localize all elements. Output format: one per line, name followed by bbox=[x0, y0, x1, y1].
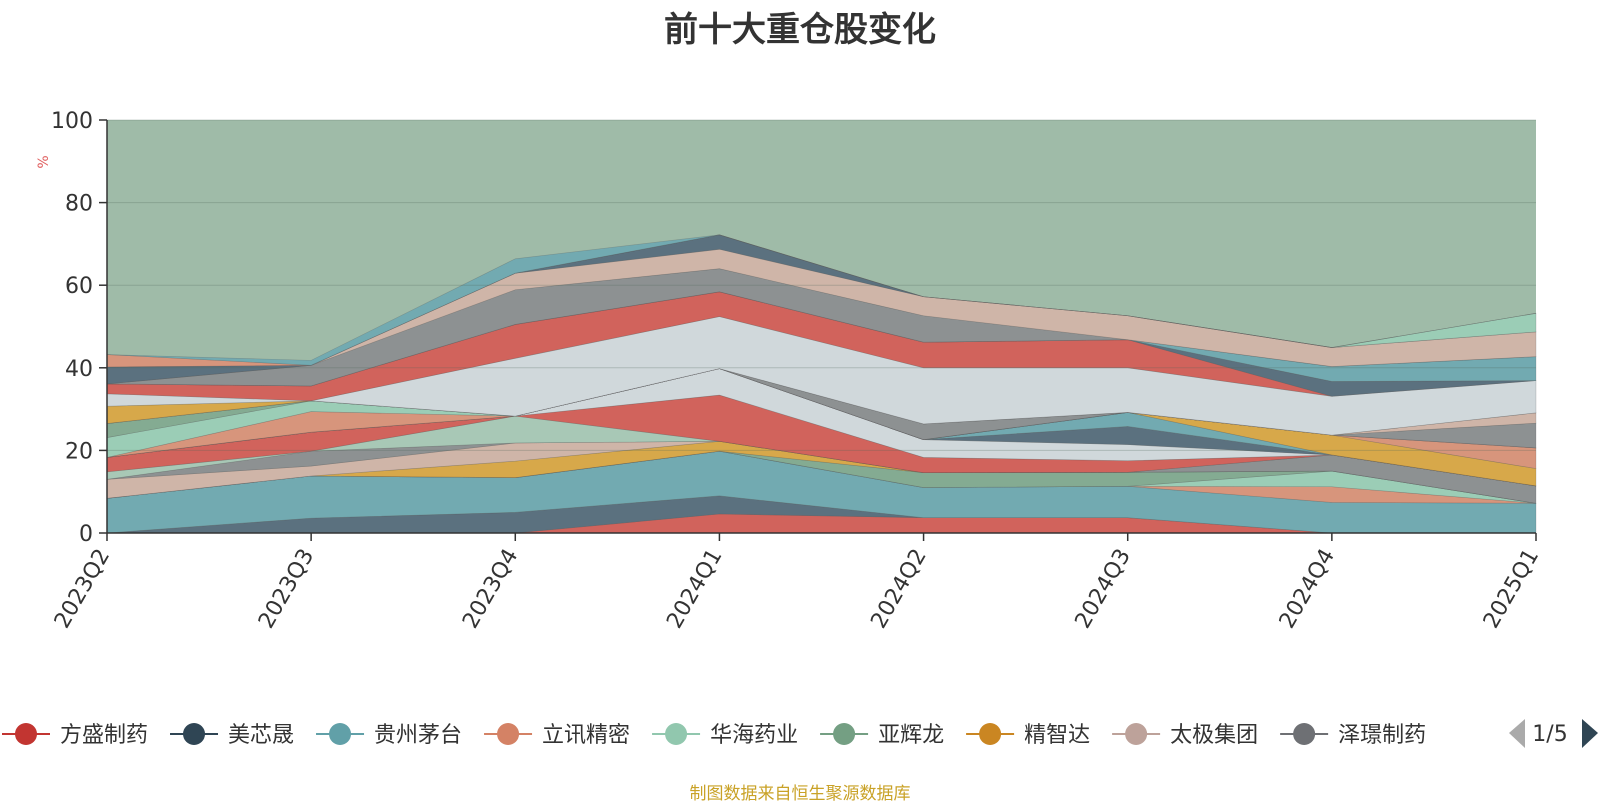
area-series-19 bbox=[106, 368, 1537, 436]
legend-item[interactable]: 立讯精密 bbox=[484, 723, 630, 748]
legend-next-icon[interactable] bbox=[1582, 719, 1598, 748]
x-tick-label: 2023Q2 bbox=[50, 545, 115, 633]
legend-item[interactable]: 泽璟制药 bbox=[1280, 723, 1426, 748]
area-series-27 bbox=[106, 234, 1537, 385]
legend-item[interactable]: 亚辉龙 bbox=[820, 723, 944, 748]
legend-label: 太极集团 bbox=[1170, 723, 1258, 748]
area-series-18 bbox=[106, 368, 1537, 449]
x-tick-label: 2023Q3 bbox=[254, 545, 319, 633]
legend-marker bbox=[329, 723, 352, 745]
y-tick-label: 40 bbox=[65, 357, 93, 382]
x-tick-label: 2024Q1 bbox=[662, 545, 727, 633]
area-series-28 bbox=[106, 234, 1537, 368]
legend-marker bbox=[833, 723, 856, 745]
legend: 方盛制药 美芯晟 贵州茅台 立讯精密 华海药业 亚辉龙 精智达 太极集团 泽璟制药 bbox=[2, 723, 1426, 748]
legend-label: 方盛制药 bbox=[60, 723, 148, 748]
y-tick-label: 60 bbox=[65, 274, 93, 299]
x-tick-label: 2024Q4 bbox=[1275, 545, 1340, 633]
data-source-note: 制图数据来自恒生聚源数据库 bbox=[689, 784, 911, 804]
area-series-8 bbox=[106, 441, 1537, 504]
legend-item[interactable]: 精智达 bbox=[966, 723, 1090, 748]
y-tick-label: 20 bbox=[65, 439, 93, 464]
y-tick-label: 80 bbox=[65, 192, 93, 217]
area-series-15 bbox=[106, 368, 1537, 469]
y-axis-label: % bbox=[36, 155, 52, 168]
legend-item[interactable]: 美芯晟 bbox=[170, 723, 294, 748]
legend-item[interactable]: 方盛制药 bbox=[2, 723, 148, 748]
area-series-24 bbox=[106, 291, 1537, 387]
legend-marker bbox=[15, 723, 37, 745]
legend-label: 亚辉龙 bbox=[878, 723, 944, 748]
y-tick-label: 100 bbox=[51, 109, 93, 134]
legend-item[interactable]: 华海药业 bbox=[652, 723, 798, 748]
area-series-22 bbox=[106, 291, 1537, 402]
area-series-14 bbox=[106, 368, 1537, 487]
legend-pager: 1/5 bbox=[1509, 719, 1598, 748]
legend-item[interactable]: 太极集团 bbox=[1112, 723, 1258, 748]
area-series-29 bbox=[106, 234, 1537, 368]
legend-marker bbox=[979, 723, 1002, 745]
legend-prev-icon[interactable] bbox=[1509, 719, 1525, 748]
legend-marker bbox=[497, 723, 520, 745]
area-series-21 bbox=[106, 316, 1537, 436]
legend-label: 贵州茅台 bbox=[374, 723, 462, 748]
legend-marker bbox=[1125, 723, 1148, 745]
x-tick-label: 2023Q4 bbox=[458, 545, 523, 633]
legend-label: 精智达 bbox=[1024, 723, 1090, 748]
legend-label: 立讯精密 bbox=[542, 723, 630, 748]
legend-label: 华海药业 bbox=[710, 723, 798, 748]
chart-title: 前十大重仓股变化 bbox=[664, 10, 936, 50]
x-tick-label: 2024Q2 bbox=[866, 545, 931, 633]
area-series-30 bbox=[106, 234, 1537, 366]
area-series-26 bbox=[106, 248, 1537, 385]
legend-page-indicator: 1/5 bbox=[1532, 722, 1567, 747]
legend-label: 美芯晟 bbox=[228, 723, 294, 748]
legend-label: 泽璟制药 bbox=[1338, 723, 1426, 748]
legend-marker bbox=[665, 723, 688, 745]
stacked-areas bbox=[106, 120, 1537, 534]
legend-marker bbox=[1293, 723, 1316, 745]
y-tick-label: 0 bbox=[79, 522, 93, 547]
x-tick-label: 2024Q3 bbox=[1071, 545, 1136, 633]
legend-marker bbox=[183, 723, 206, 745]
area-series-1 bbox=[106, 495, 1536, 534]
x-tick-label: 2025Q1 bbox=[1479, 545, 1544, 633]
legend-item[interactable]: 贵州茅台 bbox=[316, 723, 462, 748]
